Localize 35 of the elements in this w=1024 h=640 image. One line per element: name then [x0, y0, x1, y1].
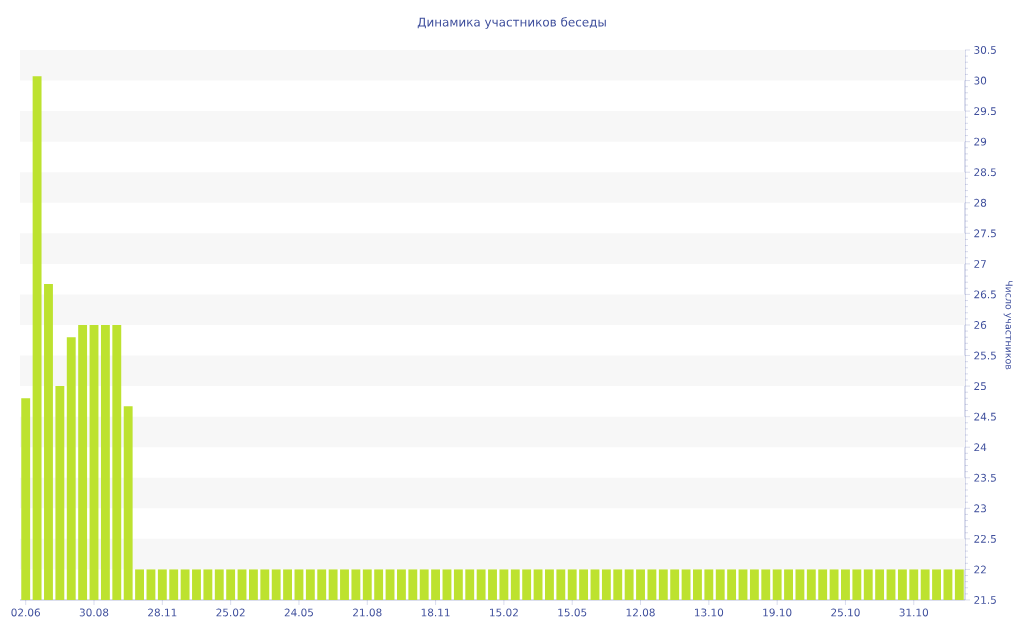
y-tick-label: 26.5: [974, 290, 996, 299]
x-tick-label: 13.10: [695, 608, 724, 617]
x-tick-label: 21.08: [353, 608, 382, 617]
x-tick-label: 25.02: [216, 608, 245, 617]
y-tick-label: 28: [974, 198, 987, 207]
y-tick-label: 30.5: [974, 46, 996, 54]
chart-title: Динамика участников беседы: [417, 17, 606, 29]
y-tick-label: 27.5: [974, 229, 996, 238]
x-tick-label: 19.10: [763, 608, 792, 617]
y-tick-label: 29: [974, 137, 987, 146]
y-tick-label: 27: [974, 260, 986, 268]
x-tick-label: 24.05: [284, 608, 313, 617]
x-tick-label: 15.05: [558, 608, 587, 617]
x-tick-label: 25.10: [831, 608, 860, 617]
y-tick-label: 24: [974, 443, 987, 452]
y-tick-label: 22.5: [974, 534, 996, 543]
x-tick-label: 31.10: [899, 608, 929, 617]
x-tick-label: 28.11: [148, 608, 177, 617]
x-tick-label: 15.02: [490, 608, 518, 617]
y-tick-label: 23.5: [974, 473, 996, 482]
y-tick-label: 28.5: [974, 168, 996, 177]
y-tick-label: 25.5: [974, 351, 996, 360]
y-axis-title: Число участников: [1003, 280, 1013, 370]
y-tick-label: 21.5: [974, 596, 996, 604]
x-tick-label: 12.08: [626, 608, 655, 617]
y-tick-label: 26: [974, 321, 987, 329]
y-tick-label: 29.5: [974, 107, 996, 116]
y-tick-label: 22: [974, 565, 986, 574]
y-tick-label: 24.5: [974, 412, 996, 421]
y-tick-label: 23: [974, 504, 986, 513]
y-tick-label: 25: [974, 382, 986, 391]
x-tick-label: 30.08: [79, 608, 109, 617]
y-tick-label: 30: [974, 76, 987, 85]
x-tick-label: 02.06: [11, 608, 40, 617]
x-tick-label: 18.11: [421, 608, 450, 617]
